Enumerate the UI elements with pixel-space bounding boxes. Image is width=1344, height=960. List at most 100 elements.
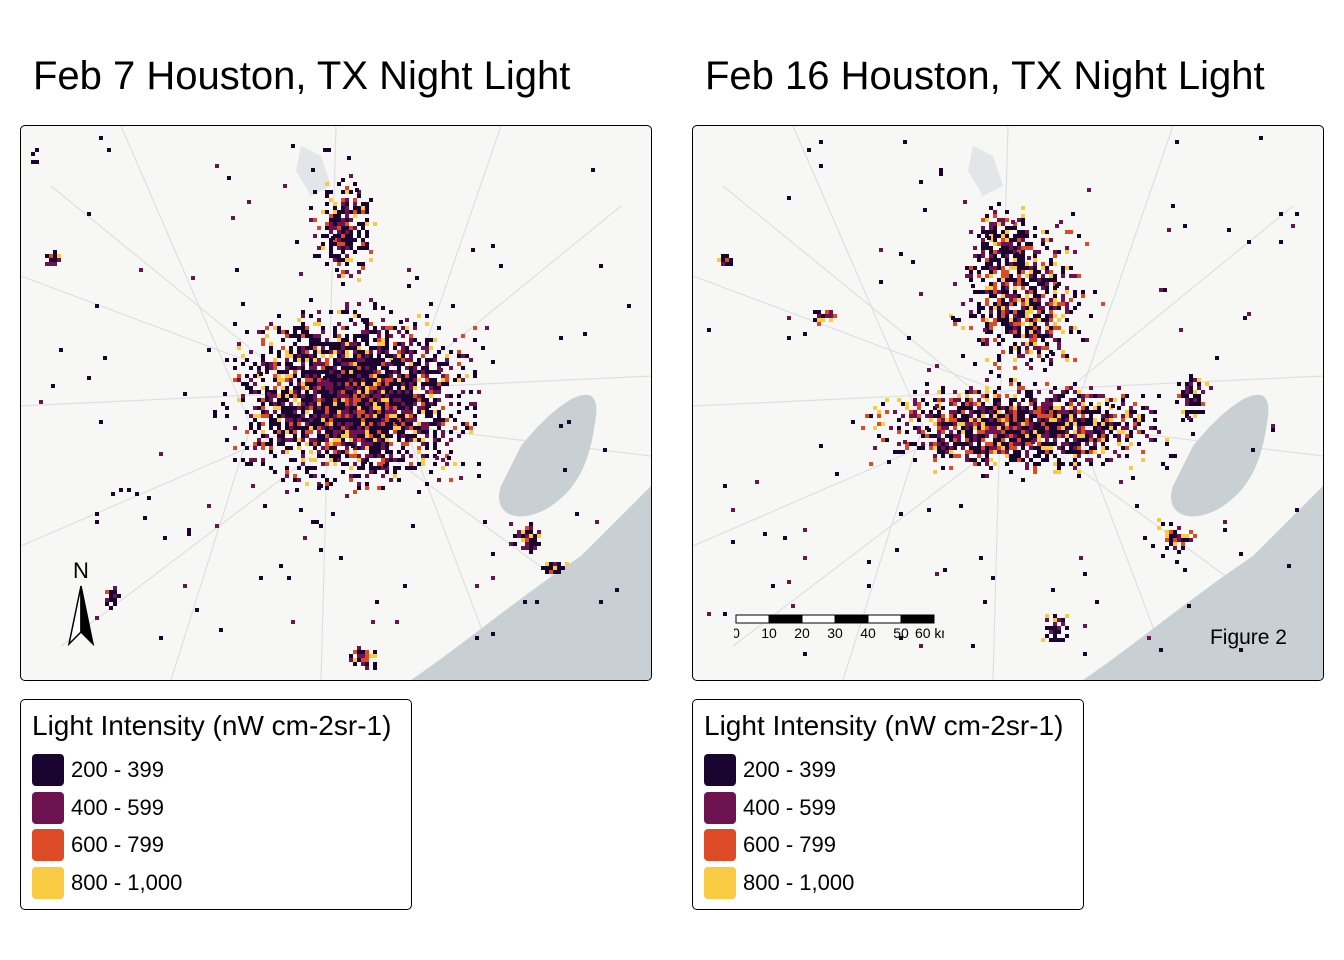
night-light-pixel [389, 410, 393, 414]
night-light-pixel [941, 414, 945, 418]
night-light-pixel [373, 430, 377, 434]
night-light-pixel [261, 430, 265, 434]
night-light-pixel [957, 318, 961, 322]
night-light-pixel [349, 422, 353, 426]
night-light-pixel [385, 450, 389, 454]
night-light-pixel [425, 430, 429, 434]
night-light-pixel [369, 414, 373, 418]
night-light-pixel [417, 378, 421, 382]
night-light-pixel [285, 330, 289, 334]
night-light-pixel [321, 462, 325, 466]
night-light-pixel [1073, 250, 1077, 254]
night-light-pixel [363, 320, 367, 324]
night-light-pixel [917, 402, 921, 406]
night-light-pixel [341, 374, 345, 378]
night-light-pixel [1009, 350, 1013, 354]
night-light-pixel [381, 338, 385, 342]
night-light-pixel [357, 402, 361, 406]
night-light-pixel [397, 402, 401, 406]
night-light-pixel [219, 628, 223, 632]
night-light-pixel [1045, 346, 1049, 350]
night-light-pixel [329, 226, 333, 230]
night-light-pixel [1013, 262, 1017, 266]
night-light-pixel [1089, 314, 1093, 318]
night-light-pixel [357, 422, 361, 426]
night-light-pixel [901, 402, 905, 406]
night-light-pixel [341, 274, 345, 278]
night-light-pixel [321, 446, 325, 450]
night-light-pixel [369, 390, 373, 394]
night-light-pixel [113, 590, 117, 594]
night-light-pixel [529, 542, 533, 546]
night-light-pixel [373, 410, 377, 414]
night-light-pixel [1009, 266, 1013, 270]
night-light-pixel [253, 430, 257, 434]
night-light-pixel [281, 450, 285, 454]
night-light-pixel [409, 354, 413, 358]
night-light-pixel [35, 148, 39, 152]
night-light-pixel [1045, 278, 1049, 282]
night-light-pixel [337, 394, 341, 398]
night-light-pixel [377, 438, 381, 442]
night-light-pixel [1033, 274, 1037, 278]
night-light-pixel [1073, 454, 1077, 458]
night-light-pixel [365, 382, 369, 386]
night-light-pixel [1009, 330, 1013, 334]
night-light-pixel [969, 458, 973, 462]
night-light-pixel [333, 458, 337, 462]
night-light-pixel [253, 362, 257, 366]
night-light-pixel [977, 430, 981, 434]
night-light-pixel [281, 430, 285, 434]
night-light-pixel [421, 426, 425, 430]
night-light-pixel [421, 406, 425, 410]
night-light-pixel [345, 346, 349, 350]
night-light-pixel [385, 382, 389, 386]
night-light-pixel [317, 438, 321, 442]
night-light-pixel [993, 254, 997, 258]
night-light-pixel [303, 536, 307, 540]
night-light-pixel [409, 418, 413, 422]
night-light-pixel [973, 362, 977, 366]
night-light-pixel [485, 326, 489, 330]
night-light-pixel [1005, 322, 1009, 326]
night-light-pixel [997, 298, 1001, 302]
night-light-pixel [457, 394, 461, 398]
night-light-pixel [345, 338, 349, 342]
night-light-pixel [333, 206, 337, 210]
night-light-pixel [373, 362, 377, 366]
night-light-pixel [337, 246, 341, 250]
night-light-pixel [1009, 298, 1013, 302]
night-light-pixel [993, 230, 997, 234]
night-light-pixel [1037, 294, 1041, 298]
night-light-pixel [265, 442, 269, 446]
night-light-pixel [425, 390, 429, 394]
night-light-pixel [345, 254, 349, 258]
night-light-pixel [433, 430, 437, 434]
night-light-pixel [1033, 422, 1037, 426]
night-light-pixel [1025, 462, 1029, 466]
night-light-pixel [265, 326, 269, 330]
night-light-pixel [357, 414, 361, 418]
night-light-pixel [1045, 406, 1049, 410]
night-light-pixel [337, 182, 341, 186]
night-light-pixel [365, 422, 369, 426]
night-light-pixel [457, 354, 461, 358]
night-light-pixel [261, 402, 265, 406]
night-light-pixel [401, 434, 405, 438]
night-light-pixel [437, 350, 441, 354]
night-light-pixel [377, 350, 381, 354]
map-panel-feb7: N [20, 125, 652, 681]
night-light-pixel [477, 462, 481, 466]
night-light-pixel [245, 430, 249, 434]
night-light-pixel [525, 542, 529, 546]
night-light-pixel [377, 454, 381, 458]
night-light-pixel [237, 342, 241, 346]
night-light-pixel [357, 426, 361, 430]
night-light-pixel [1017, 294, 1021, 298]
night-light-pixel [345, 430, 349, 434]
night-light-pixel [293, 358, 297, 362]
night-light-pixel [1049, 422, 1053, 426]
night-light-pixel [285, 358, 289, 362]
night-light-pixel [977, 290, 981, 294]
night-light-pixel [973, 410, 977, 414]
